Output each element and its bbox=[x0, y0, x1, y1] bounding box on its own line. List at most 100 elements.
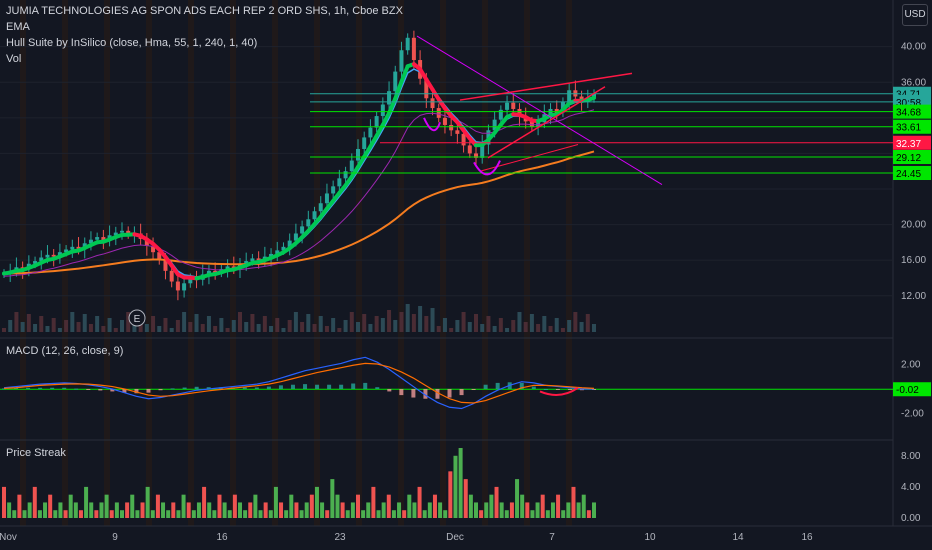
hull-suite-segment bbox=[380, 111, 392, 127]
candle-body bbox=[368, 127, 373, 138]
streak-bar bbox=[550, 502, 555, 518]
candle-body bbox=[293, 233, 298, 241]
candle-body bbox=[88, 239, 93, 244]
streak-bar bbox=[63, 510, 68, 518]
legend-hull-suite[interactable]: Hull Suite by InSilico (close, Hma, 55, … bbox=[6, 37, 258, 49]
volume-bar bbox=[88, 324, 93, 332]
candle-body bbox=[579, 96, 584, 101]
streak-bar bbox=[571, 486, 576, 518]
streak-tick-label: 0.00 bbox=[901, 513, 921, 524]
streak-bar bbox=[99, 502, 104, 518]
volume-bar bbox=[461, 312, 466, 332]
session-stripe bbox=[356, 0, 362, 526]
candle-body bbox=[467, 145, 472, 154]
legend-macd[interactable]: MACD (12, 26, close, 9) bbox=[6, 345, 124, 357]
candle-body bbox=[157, 252, 162, 261]
macd-histogram-bar bbox=[363, 382, 368, 389]
volume-bar bbox=[474, 314, 478, 332]
streak-bar bbox=[7, 502, 12, 518]
macd-histogram-bar bbox=[483, 384, 488, 389]
volume-bar bbox=[238, 312, 242, 332]
streak-bar bbox=[325, 510, 330, 518]
streak-bar bbox=[499, 502, 504, 518]
volume-bar bbox=[306, 314, 311, 332]
streak-bar bbox=[397, 502, 402, 518]
legend-volume[interactable]: Vol bbox=[6, 53, 22, 65]
volume-bar bbox=[45, 326, 50, 332]
streak-bar bbox=[22, 510, 27, 518]
macd-histogram-bar bbox=[50, 387, 55, 389]
volume-bar bbox=[492, 326, 497, 332]
candle-body bbox=[411, 37, 416, 61]
volume-bar bbox=[349, 312, 354, 332]
macd-arc-marker bbox=[539, 386, 579, 396]
legend-symbol-line: JUMIA TECHNOLOGIES AG SPON ADS EACH REP … bbox=[6, 5, 403, 17]
streak-bar bbox=[48, 494, 53, 518]
macd-histogram-bar bbox=[447, 389, 452, 398]
candle-body bbox=[374, 116, 379, 128]
macd-histogram-bar bbox=[339, 384, 344, 389]
volume-bar bbox=[430, 308, 435, 332]
macd-histogram-bar bbox=[206, 387, 211, 389]
macd-histogram-bar bbox=[519, 382, 524, 389]
streak-bar bbox=[186, 502, 191, 518]
candle-body bbox=[474, 153, 478, 158]
ema-long-line bbox=[3, 150, 595, 275]
streak-bar bbox=[432, 494, 437, 518]
candle-body bbox=[39, 257, 44, 262]
streak-bar bbox=[243, 510, 248, 518]
candle-body bbox=[300, 226, 305, 234]
streak-bar bbox=[489, 494, 494, 518]
streak-bar bbox=[361, 510, 366, 518]
volume-bar bbox=[442, 318, 447, 332]
streak-bar bbox=[540, 494, 545, 518]
streak-tick-label: 8.00 bbox=[901, 451, 921, 462]
volume-bar bbox=[567, 320, 572, 332]
candle-body bbox=[442, 117, 447, 125]
session-stripe bbox=[314, 0, 320, 526]
streak-bar bbox=[320, 502, 325, 518]
time-tick-label: 7 bbox=[549, 532, 555, 543]
legend-price-streak[interactable]: Price Streak bbox=[6, 447, 66, 459]
streak-bar bbox=[525, 502, 530, 518]
trendline-lower bbox=[487, 86, 606, 159]
volume-bar bbox=[231, 320, 236, 332]
streak-bar bbox=[181, 494, 186, 518]
volume-bar bbox=[281, 328, 286, 332]
streak-bar bbox=[391, 510, 396, 518]
candle-body bbox=[306, 219, 311, 227]
volume-bar bbox=[548, 326, 553, 332]
streak-bar bbox=[284, 510, 289, 518]
macd-histogram-bar bbox=[567, 389, 572, 390]
candle-body bbox=[206, 270, 211, 275]
volume-bar bbox=[144, 324, 149, 332]
volume-bar bbox=[8, 320, 13, 332]
candle-body bbox=[349, 160, 354, 172]
streak-bar bbox=[479, 510, 484, 518]
streak-bar bbox=[335, 494, 340, 518]
volume-bar bbox=[480, 324, 485, 332]
candle-body bbox=[51, 254, 56, 257]
volume-bar bbox=[418, 306, 423, 332]
streak-bar bbox=[304, 502, 309, 518]
candle-body bbox=[380, 104, 385, 117]
candle-body bbox=[101, 237, 106, 241]
legend-ema[interactable]: EMA bbox=[6, 21, 30, 33]
volume-bar bbox=[356, 322, 360, 332]
currency-button[interactable]: USD bbox=[902, 4, 928, 26]
candle-body bbox=[387, 91, 392, 105]
macd-histogram-bar bbox=[315, 384, 320, 389]
candle-body bbox=[95, 237, 100, 240]
candle-body bbox=[436, 108, 441, 118]
streak-bar bbox=[89, 502, 94, 518]
volume-bar bbox=[169, 328, 174, 332]
volume-bar bbox=[101, 326, 106, 332]
price-tag-label: 33.61 bbox=[896, 123, 921, 134]
macd-histogram-bar bbox=[327, 384, 332, 389]
macd-histogram-bar bbox=[62, 387, 67, 389]
time-tick-label: 9 bbox=[112, 532, 118, 543]
streak-bar bbox=[412, 502, 417, 518]
candle-body bbox=[45, 254, 50, 258]
macd-histogram-bar bbox=[278, 385, 283, 389]
